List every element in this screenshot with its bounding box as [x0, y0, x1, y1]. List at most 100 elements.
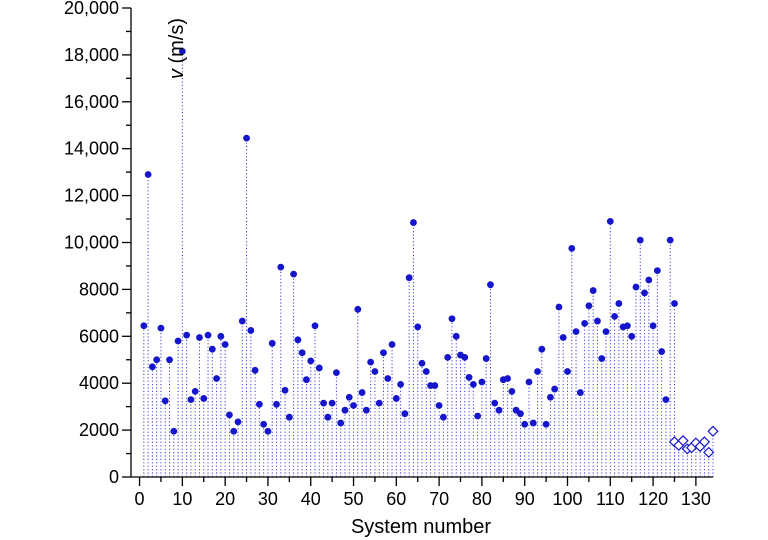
data-point	[529, 419, 537, 427]
data-point	[469, 380, 477, 388]
data-point	[144, 171, 152, 178]
data-point	[615, 300, 623, 307]
y-tick-label: 6000	[79, 326, 119, 346]
y-tick-label: 10,000	[64, 233, 119, 253]
data-point	[187, 396, 195, 404]
data-point	[350, 402, 357, 409]
data-point	[508, 388, 516, 395]
data-point	[410, 219, 417, 226]
data-point	[632, 283, 640, 291]
y-tick-label: 12,000	[64, 186, 119, 206]
data-point	[585, 302, 593, 310]
data-point	[525, 378, 533, 386]
data-point-diamond	[698, 436, 711, 448]
data-point	[397, 380, 405, 388]
data-point-diamond	[703, 446, 715, 459]
x-tick-label: 0	[135, 489, 145, 509]
data-point	[367, 358, 375, 366]
drop-lines	[143, 51, 714, 477]
data-point	[196, 334, 203, 341]
data-point	[439, 413, 447, 421]
data-point	[157, 324, 165, 332]
data-point	[392, 395, 400, 402]
data-point	[208, 345, 216, 353]
data-point	[576, 389, 584, 396]
data-point	[465, 373, 473, 381]
data-point	[474, 412, 482, 420]
data-point	[174, 337, 182, 345]
data-point	[290, 270, 298, 278]
y-axis-title-variable: v	[166, 68, 188, 79]
data-point	[435, 402, 443, 409]
data-point	[448, 315, 456, 323]
data-point	[388, 341, 396, 348]
data-point	[260, 420, 268, 428]
x-axis-ticks: 0 10 20 30 40 50 60 70 80 90 100 110 120 130	[135, 477, 711, 509]
data-point	[564, 368, 571, 375]
data-point	[551, 385, 559, 393]
axes	[130, 8, 713, 478]
data-point	[166, 356, 173, 364]
x-tick-label: 80	[472, 489, 492, 509]
data-point	[354, 305, 362, 313]
data-point	[658, 348, 666, 355]
data-point	[662, 396, 670, 404]
data-point	[273, 400, 280, 408]
data-point	[555, 303, 563, 311]
x-tick-label: 110	[596, 489, 625, 509]
data-point	[624, 322, 631, 330]
data-point	[572, 328, 580, 336]
data-point	[422, 368, 430, 375]
data-point	[628, 332, 636, 340]
data-point	[148, 363, 156, 371]
data-point	[294, 336, 302, 344]
data-point	[444, 354, 452, 361]
data-point	[170, 427, 178, 435]
data-point	[482, 355, 490, 362]
y-tick-label: 14,000	[64, 139, 119, 159]
data-point	[375, 399, 383, 407]
data-point	[341, 406, 349, 414]
data-point	[384, 375, 392, 382]
data-point	[362, 406, 370, 414]
y-tick-label: 8000	[79, 279, 119, 299]
data-point	[401, 410, 409, 418]
data-point	[602, 328, 610, 336]
y-tick-label: 2000	[79, 420, 119, 440]
y-tick-label: 18,000	[64, 45, 119, 65]
data-point	[153, 356, 161, 364]
data-point	[337, 419, 345, 427]
data-point	[315, 364, 323, 372]
y-axis-title-unit: (m/s)	[166, 18, 188, 69]
data-point	[606, 217, 614, 225]
data-point	[161, 397, 169, 405]
data-point	[264, 427, 272, 435]
data-point	[546, 393, 554, 401]
y-tick-label: 16,000	[64, 92, 119, 112]
x-tick-label: 40	[301, 489, 321, 509]
x-tick-label: 130	[681, 489, 711, 509]
x-tick-label: 20	[215, 489, 235, 509]
data-point	[191, 388, 199, 395]
data-point	[320, 399, 327, 407]
data-point	[281, 386, 289, 394]
data-point	[534, 368, 541, 375]
data-point	[251, 366, 259, 374]
data-point	[226, 411, 233, 419]
data-point	[380, 349, 387, 357]
data-point	[594, 317, 601, 325]
data-point	[589, 287, 597, 294]
y-tick-label: 20,000	[64, 0, 119, 18]
data-point	[324, 413, 332, 421]
data-point	[452, 332, 460, 340]
data-point	[178, 47, 186, 55]
data-point	[230, 427, 238, 435]
data-point	[221, 341, 229, 348]
data-point	[268, 339, 276, 347]
data-point	[303, 376, 310, 384]
x-tick-label: 30	[258, 489, 278, 509]
x-tick-label: 50	[344, 489, 364, 509]
x-tick-label: 120	[638, 489, 668, 509]
data-markers	[140, 47, 719, 459]
